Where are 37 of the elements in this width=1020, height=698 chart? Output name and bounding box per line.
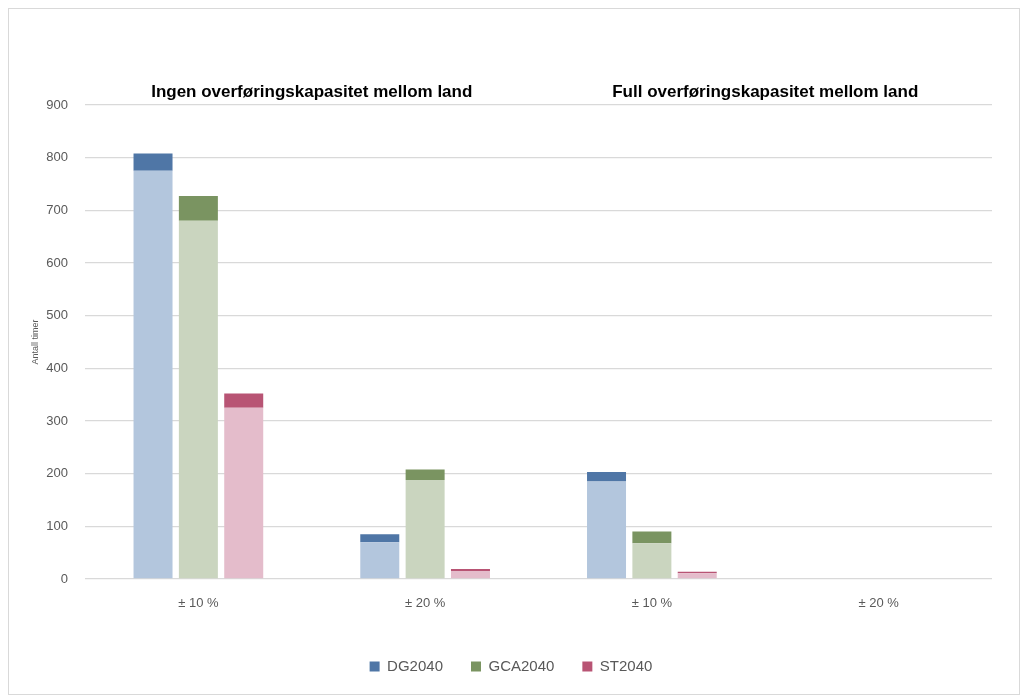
bar [587,481,627,579]
bar [405,469,445,480]
bar [224,407,264,579]
y-tick-label: 600 [46,254,68,270]
y-tick-label: 300 [46,412,68,428]
y-axis-title: Antall timer [29,319,40,365]
x-tick-label: ± 10 % [178,595,219,611]
y-tick-label: 800 [46,149,68,165]
bar [178,220,218,579]
bar [632,531,672,544]
bar [133,170,173,579]
bar [450,568,490,572]
y-tick-label: 400 [46,359,68,375]
bar [632,543,672,579]
y-tick-label: 0 [60,570,68,586]
legend-label: DG2040 [387,656,443,674]
legend-label: ST2040 [599,656,653,674]
bar [677,573,717,579]
y-tick-label: 700 [46,201,68,217]
bar [587,472,627,482]
y-tick-label: 100 [46,517,68,533]
y-tick-label: 500 [46,307,68,323]
x-tick-label: ± 20 % [404,595,446,611]
y-tick-label: 200 [46,465,68,481]
x-tick-label: ± 10 % [631,595,673,611]
bar [360,534,400,543]
text: Full overføringskapasitet mellom land [612,81,919,101]
y-tick-label: 900 [46,96,68,112]
bar [133,153,173,171]
bar [405,479,445,579]
bar [224,393,264,408]
bar [360,542,400,579]
bar [178,196,218,221]
legend-label: GCA2040 [488,656,555,674]
text: Ingen overføringskapasitet mellom land [151,81,473,101]
x-tick-label: ± 20 % [858,595,900,611]
bar [450,571,490,579]
